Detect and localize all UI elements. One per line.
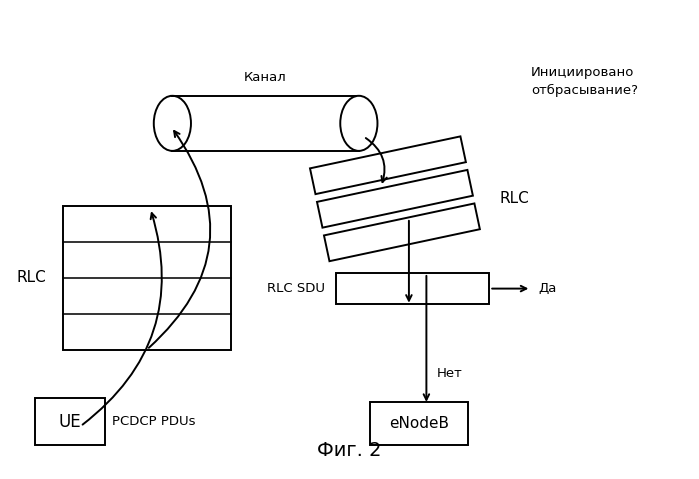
Text: PCDCP PDUs: PCDCP PDUs [112,415,195,428]
Text: RLC SDU: RLC SDU [267,282,325,295]
Text: eNodeB: eNodeB [389,416,449,432]
Polygon shape [324,204,480,261]
Bar [173,96,359,151]
Text: Инициировано
отбрасывание?: Инициировано отбрасывание? [531,66,638,97]
Text: Да: Да [538,282,556,295]
Polygon shape [310,137,466,194]
Text: Нет: Нет [437,367,463,380]
Text: UE: UE [59,412,81,431]
Ellipse shape [340,96,377,151]
Text: Фиг. 2: Фиг. 2 [317,441,382,460]
Bar [370,402,468,445]
Text: RLC: RLC [17,270,46,285]
Polygon shape [317,170,473,228]
Bar [63,206,231,350]
Bar [336,273,489,304]
Bar [35,398,105,445]
Text: Канал: Канал [244,71,287,84]
Ellipse shape [154,96,191,151]
Text: RLC: RLC [500,191,530,206]
